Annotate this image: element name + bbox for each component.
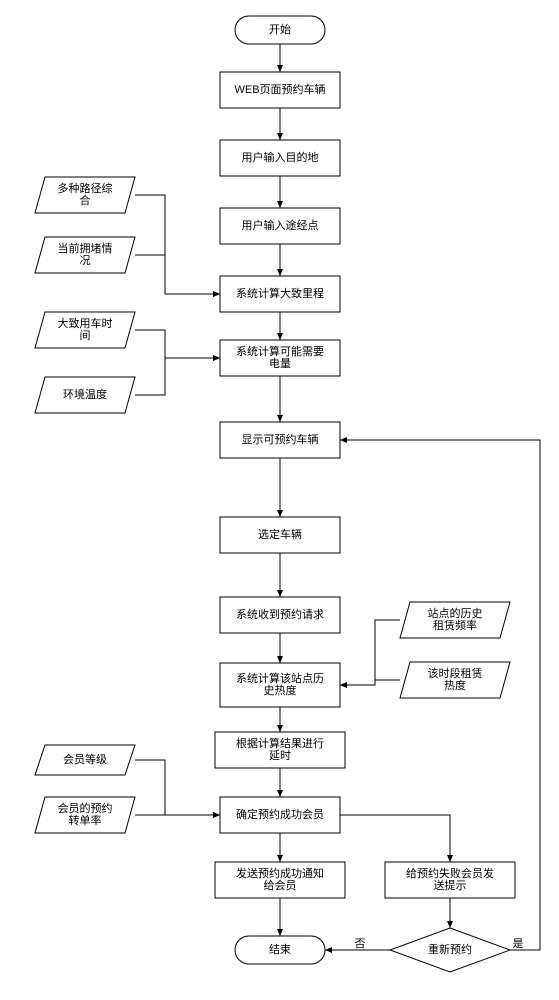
node-label-p1: 合 <box>80 193 91 207</box>
node-label-p7: 会员等级 <box>63 752 107 766</box>
node-label-p5: 站点的历史 <box>428 606 483 620</box>
node-label-p6: 热度 <box>444 678 466 692</box>
node-label-n6: 显示可预约车辆 <box>242 432 319 446</box>
node-label-p4: 环境温度 <box>63 387 107 401</box>
node-label-p6: 该时段租赁 <box>428 666 483 680</box>
svg-text:是: 是 <box>513 937 524 950</box>
node-label-n12: 给会员 <box>264 879 297 892</box>
node-label-p8: 转单率 <box>69 813 102 827</box>
node-label-d1: 重新预约 <box>428 942 472 956</box>
node-label-p8: 会员的预约 <box>58 801 113 815</box>
node-label-n10: 延时 <box>269 749 291 762</box>
node-label-p3: 间 <box>80 329 91 342</box>
node-label-n7: 选定车辆 <box>258 527 302 541</box>
node-label-n9: 史热度 <box>264 683 297 697</box>
node-label-n5: 电量 <box>269 357 291 370</box>
node-label-n13: 送提示 <box>434 878 467 892</box>
node-label-p1: 多种路径综 <box>58 181 113 195</box>
node-label-n9: 系统计算该站点历 <box>236 671 324 685</box>
node-label-n1: WEB页面预约车辆 <box>234 82 325 96</box>
node-label-n13: 给预约失败会员发 <box>406 866 494 880</box>
node-label-end: 结束 <box>269 943 291 956</box>
node-label-n2: 用户输入目的地 <box>242 150 319 164</box>
node-label-n12: 发送预约成功通知 <box>236 866 324 880</box>
node-label-p2: 当前拥堵情 <box>58 241 113 255</box>
node-label-n11: 确定预约成功会员 <box>236 807 324 821</box>
node-label-n3: 用户输入途经点 <box>242 218 319 232</box>
node-label-n4: 系统计算大致里程 <box>236 286 324 300</box>
node-label-start: 开始 <box>269 22 291 36</box>
flowchart-canvas: 否 是 开始 WEB页面预约车辆用户输入目的地用户输入途经点 多种路径综合当前拥堵情况系… <box>0 0 559 1000</box>
node-label-p5: 租赁频率 <box>433 618 477 632</box>
node-label-n10: 根据计算结果进行 <box>236 736 324 750</box>
node-label-n8: 系统收到预约请求 <box>236 607 324 621</box>
node-label-p3: 大致用车时 <box>58 316 113 330</box>
svg-text:否: 否 <box>355 938 366 950</box>
node-label-n5: 系统计算可能需要 <box>236 344 324 358</box>
node-label-p2: 况 <box>80 254 91 267</box>
